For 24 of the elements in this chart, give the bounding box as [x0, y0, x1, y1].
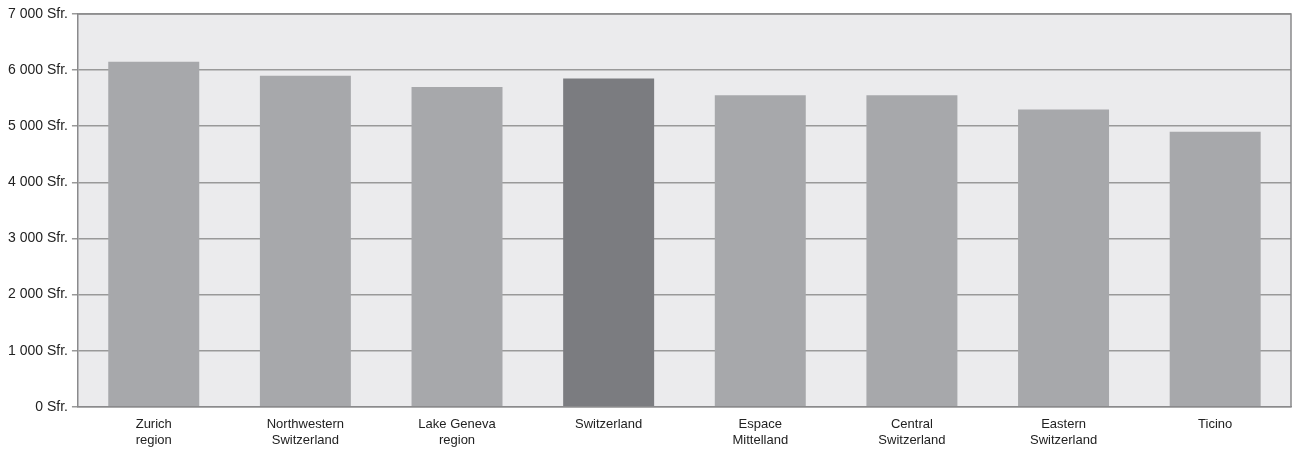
bar — [563, 78, 655, 407]
x-tick-label: Lake Geneva region — [418, 416, 497, 447]
y-tick-label: 0 Sfr. — [35, 397, 68, 414]
bar — [259, 75, 351, 407]
y-tick-label: 6 000 Sfr. — [7, 60, 68, 77]
y-tick-label: 2 000 Sfr. — [7, 285, 68, 302]
x-tick-label: Central Switzerland — [878, 416, 946, 447]
x-tick-label: Eastern Switzerland — [1029, 416, 1098, 447]
x-tick-label: Zurich region — [135, 416, 172, 447]
y-tick-label: 1 000 Sfr. — [7, 341, 68, 358]
x-tick-label: Ticino — [1198, 416, 1233, 432]
y-tick-label: 4 000 Sfr. — [7, 173, 68, 190]
x-tick-label: Espace Mittelland — [732, 416, 789, 447]
bar — [1018, 109, 1110, 407]
bar — [411, 86, 503, 407]
x-tick-label: Switzerland — [575, 416, 643, 432]
bar — [714, 95, 806, 407]
y-tick-label: 5 000 Sfr. — [7, 117, 68, 134]
bar — [866, 95, 958, 407]
bar — [1169, 131, 1261, 407]
x-tick-label: Northwestern Switzerland — [266, 416, 345, 447]
bar — [108, 61, 200, 407]
y-tick-label: 7 000 Sfr. — [7, 4, 68, 21]
y-tick-label: 3 000 Sfr. — [7, 229, 68, 246]
